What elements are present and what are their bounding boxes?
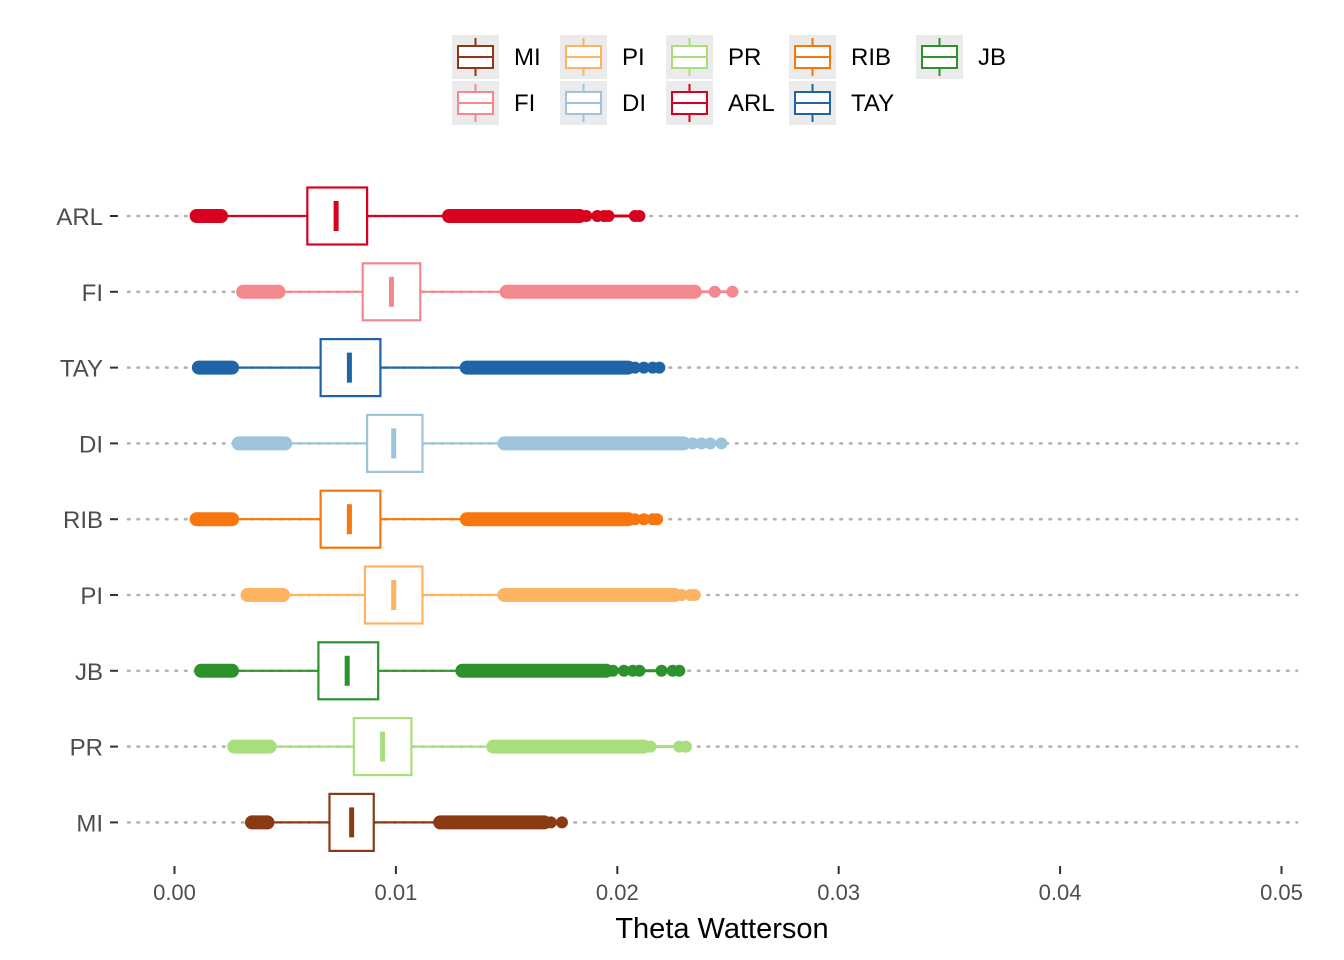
outlier-mi-0 [544,816,557,829]
box-group-pi [240,565,701,625]
outlier-arl-5 [633,210,646,222]
outlier-tay-3 [653,361,666,374]
outlier-di-3 [715,437,728,450]
box-group-jb [194,641,686,701]
x-tick-label-4: 0.04 [1039,880,1082,905]
y-tick-label-pi: PI [80,583,103,610]
box-group-tay [191,338,666,398]
outlier-pi-0 [675,589,688,601]
x-tick-label-5: 0.05 [1260,880,1303,905]
y-tick-label-rib: RIB [63,507,103,534]
legend-label-arl: ARL [728,90,775,117]
outlier-pi-2 [688,589,701,601]
outlier-di-2 [704,437,717,450]
y-tick-label-tay: TAY [60,356,103,383]
x-tick-label-0: 0.00 [153,880,196,905]
outlier-mi-1 [555,816,568,829]
box-group-fi [236,262,739,322]
outlier-rib-1 [637,513,650,526]
x-axis: 0.00 0.01 0.02 0.03 0.04 0.05 [153,866,1303,905]
x-tick-label-3: 0.03 [817,880,860,905]
box-group-mi [244,792,568,853]
y-tick-label-arl: ARL [56,204,103,231]
box-group-arl [189,186,646,246]
outlier-rib-3 [651,513,664,526]
y-tick-label-mi: MI [76,810,103,837]
box-group-di [231,413,728,473]
legend-label-pr: PR [728,44,761,71]
outlier-jb-0 [606,664,619,677]
legend-label-tay: TAY [851,90,894,117]
outlier-jb-4 [655,664,668,677]
outlier-fi-1 [726,285,739,298]
outlier-tay-1 [637,361,650,374]
legend-label-di: DI [622,90,646,117]
outlier-di-0 [686,437,699,450]
x-tick-label-1: 0.01 [374,880,417,905]
y-tick-label-jb: JB [75,659,103,686]
outlier-arl-0 [580,210,593,222]
outlier-arl-3 [602,210,615,222]
outlier-pr-0 [644,740,657,753]
legend-label-pi: PI [622,44,645,71]
boxplot-layer [189,186,739,853]
outlier-rib-0 [629,513,642,526]
box-group-pr [227,716,692,777]
y-tick-label-fi: FI [82,280,103,307]
y-tick-label-pr: PR [70,735,103,762]
x-axis-title: Theta Watterson [615,913,828,945]
legend-label-jb: JB [978,44,1006,71]
legend-label-mi: MI [514,44,541,71]
outlier-fi-0 [708,285,721,298]
outlier-pr-2 [679,740,692,753]
legend: MI FI PI DI PR ARL RIB TAY JB [452,35,1006,125]
legend-label-fi: FI [514,90,535,117]
x-tick-label-2: 0.02 [596,880,639,905]
y-tick-label-di: DI [79,431,103,458]
outlier-di-1 [695,437,708,450]
legend-label-rib: RIB [851,44,891,71]
outlier-jb-1 [617,664,630,677]
outlier-tay-0 [629,361,642,374]
outlier-jb-6 [673,664,686,677]
y-axis: ARL FI TAY DI RIB PI JB PR MI [56,204,118,837]
box-group-rib [189,489,664,549]
outlier-jb-3 [633,664,646,677]
